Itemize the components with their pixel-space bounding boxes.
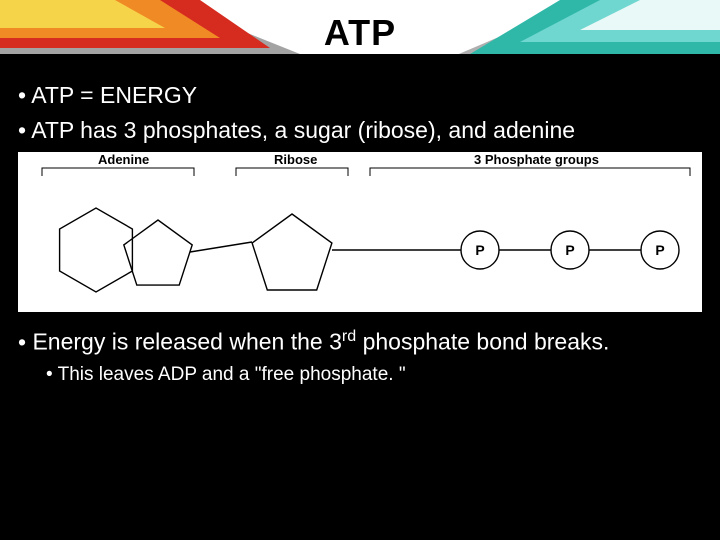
svg-text:Ribose: Ribose — [274, 152, 317, 167]
bullet-3-sup: rd — [342, 327, 356, 345]
svg-text:Adenine: Adenine — [98, 152, 149, 167]
svg-text:3 Phosphate groups: 3 Phosphate groups — [474, 152, 599, 167]
bullet-3-post: phosphate bond breaks. — [356, 329, 609, 355]
bullet-3-pre: Energy is released when the 3 — [32, 329, 341, 355]
svg-text:P: P — [655, 242, 664, 258]
sub-bullet-adp: This leaves ADP and a "free phosphate. " — [46, 362, 702, 388]
svg-text:P: P — [565, 242, 574, 258]
atp-diagram: Adenine Ribose 3 Phosphate groups P P P — [18, 152, 702, 312]
svg-text:P: P — [475, 242, 484, 258]
bullet-atp-composition: ATP has 3 phosphates, a sugar (ribose), … — [18, 115, 702, 146]
slide-title: ATP — [0, 12, 720, 54]
bullet-atp-energy: ATP = ENERGY — [18, 80, 702, 111]
bullet-energy-release: Energy is released when the 3rd phosphat… — [18, 326, 702, 358]
content-area: ATP = ENERGY ATP has 3 phosphates, a sug… — [18, 80, 702, 387]
